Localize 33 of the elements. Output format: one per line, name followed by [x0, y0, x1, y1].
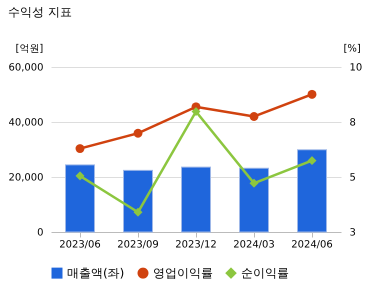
legend-label: 영업이익률: [153, 266, 213, 280]
bar: [181, 166, 211, 232]
point: [308, 90, 316, 99]
point: [250, 178, 258, 188]
legend-label: 순이익률: [241, 266, 289, 280]
x-tick-label: 2023/09: [117, 240, 159, 250]
point: [308, 156, 316, 166]
bar: [123, 170, 153, 232]
point: [192, 107, 200, 116]
point: [76, 144, 84, 154]
y2-tick-label: 3: [350, 228, 356, 238]
x-tick-label: 2024/06: [291, 240, 333, 250]
bar: [297, 149, 327, 232]
x-tick-label: 2024/03: [233, 240, 275, 250]
y-axis-title: [억원]: [16, 44, 44, 54]
point: [76, 171, 84, 180]
point: [250, 112, 258, 121]
y-tick-label: 40,000: [8, 118, 44, 128]
y2-tick-label: 10: [350, 62, 362, 74]
bar: [65, 164, 95, 232]
x-tick-label: 2023/06: [59, 240, 101, 250]
y2-tick-label: 5: [350, 172, 356, 184]
y-tick-label: 20,000: [8, 172, 44, 184]
y-tick-label: 0: [37, 228, 44, 238]
point: [134, 128, 142, 138]
x-tick-label: 2023/12: [175, 240, 217, 250]
y2-axis-title: [%]: [344, 44, 361, 54]
y2-tick-label: 8: [350, 117, 356, 128]
bar: [239, 168, 269, 232]
legend-label: 매출액(좌): [67, 266, 124, 280]
point: [134, 208, 142, 217]
y-tick-label: 60,000: [8, 62, 44, 74]
chart-title: 수익성 지표: [8, 5, 72, 19]
